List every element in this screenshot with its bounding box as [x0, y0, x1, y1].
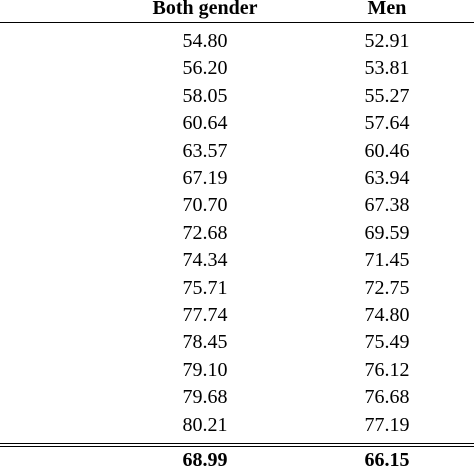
cell-men: 75.49 [364, 331, 410, 354]
header-divider [0, 22, 474, 23]
table-row: 60.64 57.64 [0, 109, 474, 137]
cell-both-gender: 67.19 [182, 167, 228, 189]
cell-both-gender: 70.70 [182, 194, 228, 217]
cell-men: 76.68 [364, 386, 410, 409]
cell-both-gender: 72.68 [182, 221, 228, 244]
cell-men: 55.27 [364, 84, 410, 107]
cell-men: 57.64 [364, 112, 410, 135]
table-row: 70.70 67.38 [0, 191, 474, 219]
cell-both-gender: 79.68 [182, 386, 228, 409]
table-row: 79.10 76.12 [0, 356, 474, 384]
header-both-gender: Both gender [152, 0, 258, 19]
cell-men: 76.12 [364, 358, 410, 381]
cell-men: 77.19 [364, 413, 410, 436]
table-row: 80.21 77.19 [0, 411, 474, 439]
cell-men: 63.94 [364, 167, 410, 189]
cell-both-gender: 79.10 [182, 358, 228, 381]
cell-both-gender: 80.21 [182, 413, 228, 436]
cell-both-gender: 74.34 [182, 249, 228, 272]
total-divider-bottom [0, 446, 474, 447]
cell-men: 69.59 [364, 221, 410, 244]
table-row: 63.57 60.46 [0, 137, 474, 165]
table-row: 74.34 71.45 [0, 246, 474, 274]
cell-both-gender: 54.80 [182, 30, 228, 52]
total-men: 66.15 [364, 449, 410, 471]
cell-men: 53.81 [364, 57, 410, 80]
cell-men: 60.46 [364, 139, 410, 162]
total-row: 68.99 66.15 [0, 446, 474, 474]
cell-both-gender: 60.64 [182, 112, 228, 135]
cell-both-gender: 58.05 [182, 84, 228, 107]
table-header: Both gender Men [0, 0, 474, 22]
total-both-gender: 68.99 [182, 449, 228, 471]
table-row: 58.05 55.27 [0, 82, 474, 110]
table-row: 77.74 74.80 [0, 301, 474, 329]
cell-both-gender: 56.20 [182, 57, 228, 80]
cell-men: 52.91 [364, 30, 410, 52]
table-row: 72.68 69.59 [0, 219, 474, 247]
table-row: 54.80 52.91 [0, 27, 474, 55]
cell-men: 72.75 [364, 276, 410, 299]
cell-both-gender: 63.57 [182, 139, 228, 162]
cell-both-gender: 75.71 [182, 276, 228, 299]
table-row: 79.68 76.68 [0, 383, 474, 411]
cell-both-gender: 77.74 [182, 304, 228, 326]
table-row: 67.19 63.94 [0, 164, 474, 192]
cell-men: 71.45 [364, 249, 410, 272]
cell-men: 67.38 [364, 194, 410, 217]
cell-both-gender: 78.45 [182, 331, 228, 354]
total-divider-top [0, 443, 474, 444]
table-row: 78.45 75.49 [0, 328, 474, 356]
table-row: 56.20 53.81 [0, 54, 474, 82]
cell-men: 74.80 [364, 304, 410, 326]
header-men: Men [367, 0, 407, 19]
table-row: 75.71 72.75 [0, 274, 474, 302]
